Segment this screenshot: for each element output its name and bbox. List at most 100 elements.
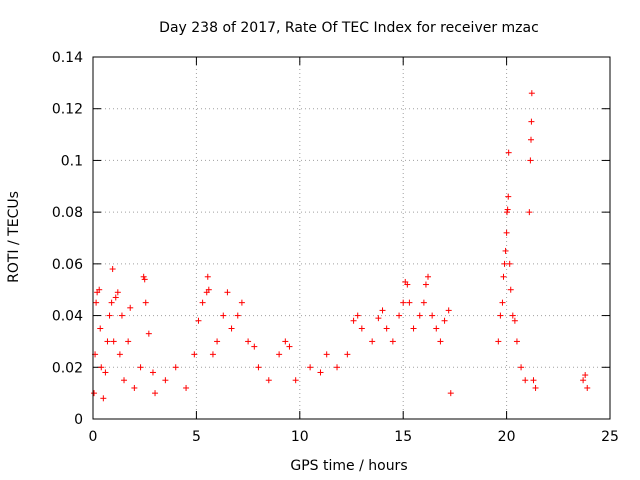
data-point: [437, 338, 444, 345]
data-point: [499, 299, 506, 306]
data-point: [255, 364, 262, 371]
data-point: [504, 209, 511, 216]
data-point: [149, 369, 156, 376]
data-point: [379, 307, 386, 314]
data-point: [369, 338, 376, 345]
data-point: [334, 364, 341, 371]
data-point: [127, 304, 134, 311]
data-point: [582, 372, 589, 379]
data-point: [282, 338, 289, 345]
data-point: [526, 209, 533, 216]
data-point: [506, 260, 513, 267]
data-point: [447, 390, 454, 397]
data-point: [505, 149, 512, 156]
data-point: [238, 299, 245, 306]
y-tick-label: 0.12: [52, 102, 83, 118]
data-point: [530, 377, 537, 384]
data-point: [286, 343, 293, 350]
data-point: [102, 369, 109, 376]
data-point: [522, 377, 529, 384]
data-point: [527, 157, 534, 164]
data-point: [396, 312, 403, 319]
data-point: [172, 364, 179, 371]
data-point: [528, 90, 535, 97]
data-point: [445, 307, 452, 314]
data-point: [323, 351, 330, 358]
data-point: [513, 338, 520, 345]
data-point: [209, 351, 216, 358]
data-point: [354, 312, 361, 319]
data-point: [98, 364, 105, 371]
data-point: [220, 312, 227, 319]
data-point: [224, 289, 231, 296]
data-point: [580, 377, 587, 384]
data-point: [502, 247, 509, 254]
x-tick-label: 15: [394, 429, 412, 445]
data-point: [191, 351, 198, 358]
data-point: [350, 317, 357, 324]
data-point: [97, 325, 104, 332]
data-point: [140, 273, 147, 280]
data-point: [100, 395, 107, 402]
data-point: [518, 364, 525, 371]
data-point: [422, 281, 429, 288]
data-point: [125, 338, 132, 345]
y-axis-label: ROTI / TECUs: [6, 191, 22, 283]
x-axis-label: GPS time / hours: [290, 458, 407, 474]
data-point: [114, 289, 121, 296]
data-point: [199, 299, 206, 306]
x-tick-label: 0: [89, 429, 98, 445]
data-point: [383, 325, 390, 332]
data-point: [234, 312, 241, 319]
data-point: [152, 390, 159, 397]
x-tick-label: 10: [291, 429, 309, 445]
y-tick-label: 0: [74, 412, 83, 428]
data-point: [145, 330, 152, 337]
plot-frame: [92, 56, 611, 420]
data-point: [91, 390, 98, 397]
data-point: [503, 229, 510, 236]
data-point: [112, 294, 119, 301]
y-tick-label: 0.04: [52, 309, 83, 325]
data-point: [511, 317, 518, 324]
data-point: [404, 281, 411, 288]
x-tick-label: 25: [601, 429, 619, 445]
data-point: [106, 312, 113, 319]
data-point: [584, 384, 591, 391]
data-point: [205, 286, 212, 293]
data-point: [317, 369, 324, 376]
data-point: [276, 351, 283, 358]
data-point: [110, 338, 117, 345]
data-point: [228, 325, 235, 332]
data-point: [509, 312, 516, 319]
data-point: [96, 286, 103, 293]
data-point: [501, 260, 508, 267]
data-point: [251, 343, 258, 350]
data-point: [410, 325, 417, 332]
data-point: [358, 325, 365, 332]
data-point: [425, 273, 432, 280]
data-point: [532, 384, 539, 391]
data-point: [429, 312, 436, 319]
y-tick-label: 0.14: [52, 50, 83, 66]
y-tick-label: 0.06: [52, 257, 83, 273]
data-point: [245, 338, 252, 345]
data-point: [108, 299, 115, 306]
data-point: [528, 136, 535, 143]
y-tick-label: 0.08: [52, 205, 83, 221]
data-point: [104, 338, 111, 345]
y-tick-label: 0.02: [52, 360, 83, 376]
data-point: [162, 377, 169, 384]
data-point: [195, 317, 202, 324]
data-point: [375, 315, 382, 322]
x-tick-label: 5: [192, 429, 201, 445]
data-point: [118, 312, 125, 319]
data-point: [406, 299, 413, 306]
grid-lines: [93, 57, 610, 419]
data-point: [292, 377, 299, 384]
data-point: [507, 286, 514, 293]
data-point: [183, 384, 190, 391]
data-point: [400, 299, 407, 306]
data-point: [142, 299, 149, 306]
data-point: [505, 193, 512, 200]
